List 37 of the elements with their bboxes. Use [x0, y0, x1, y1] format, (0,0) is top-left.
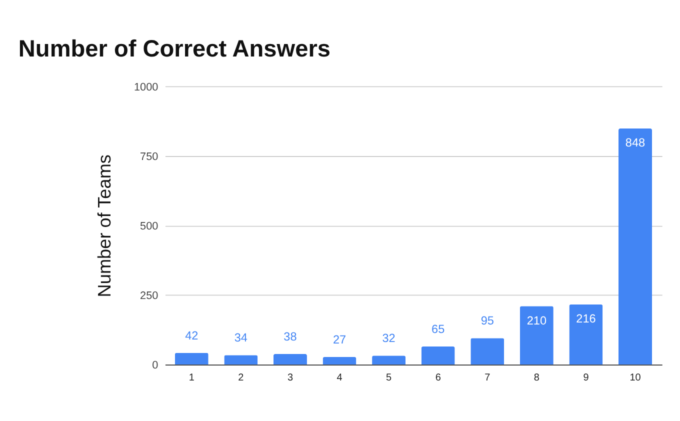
- bar: [174, 352, 208, 365]
- data-label: 42: [185, 329, 198, 342]
- bar: [372, 356, 406, 365]
- x-tick-label: 3: [287, 372, 294, 384]
- x-tick-label: 2: [238, 372, 244, 384]
- data-label: 95: [480, 314, 494, 328]
- x-tick-label: 5: [386, 372, 392, 384]
- data-label: 32: [382, 332, 396, 346]
- x-tick-label: 7: [484, 372, 491, 384]
- bar: [618, 128, 652, 365]
- bar: [421, 346, 455, 365]
- bar: [224, 355, 258, 365]
- bar: [322, 357, 356, 365]
- data-label: 210: [526, 314, 547, 328]
- data-label: 38: [284, 330, 298, 344]
- y-tick-label: 250: [140, 290, 158, 302]
- x-tick-label: 10: [630, 372, 642, 384]
- x-tick-label: 4: [336, 372, 343, 384]
- data-label: 216: [576, 312, 596, 326]
- x-tick-label: 6: [435, 372, 442, 384]
- bar: [520, 306, 554, 365]
- y-axis-title: Number of Teams: [94, 154, 114, 298]
- y-tick-label: 500: [140, 220, 158, 232]
- bar: [273, 354, 307, 365]
- data-label: 34: [234, 332, 248, 345]
- y-tick-label: 1000: [134, 81, 158, 94]
- x-tick-label: 1: [188, 372, 195, 384]
- data-label: 848: [625, 136, 646, 150]
- data-label: 65: [432, 322, 446, 336]
- bar: [470, 338, 504, 365]
- bar: [569, 304, 603, 365]
- x-tick-label: 8: [534, 372, 540, 384]
- y-tick-label: 750: [140, 150, 158, 163]
- chart-title: Number of Correct Answers: [18, 35, 330, 62]
- data-label: 27: [332, 333, 346, 346]
- x-tick-label: 9: [583, 372, 590, 384]
- y-tick-label: 0: [152, 360, 158, 372]
